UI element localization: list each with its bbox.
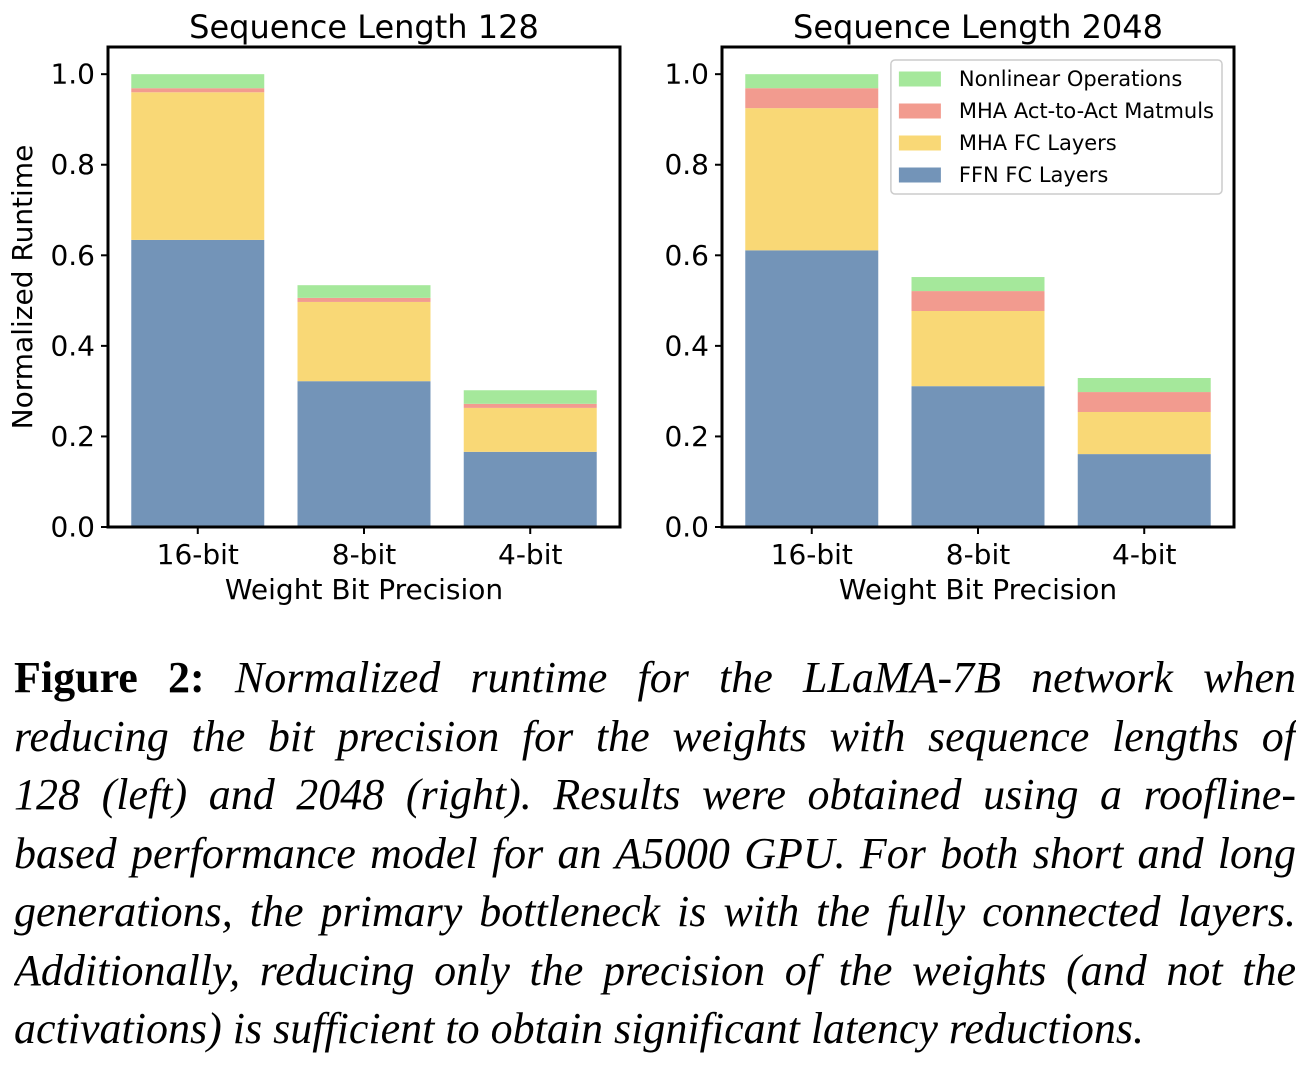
bar-8-bit-mha-fc-layers (297, 301, 431, 382)
bar-4-bit-nonlinear-operations (1077, 378, 1211, 393)
y-tick-label: 0.6 (50, 239, 95, 272)
caption-line: reducing the bit precision for the weigh… (14, 711, 1296, 761)
bar-8-bit-mha-fc-layers (911, 311, 1045, 387)
legend-item-nonlinear-operations: Nonlinear Operations (898, 67, 1182, 91)
x-tick-label: 8-bit (332, 538, 396, 571)
bar-4-bit-mha-fc-layers (1077, 411, 1211, 455)
y-tick-label: 0.6 (664, 239, 709, 272)
caption-line: generations, the primary bottleneck is w… (14, 887, 1296, 936)
x-tick-label: 8-bit (946, 538, 1010, 571)
x-tick-label: 16-bit (771, 538, 853, 571)
caption-line: 128 (left) and 2048 (right). Results wer… (14, 770, 1296, 819)
bar-16-bit-nonlinear-operations (745, 74, 879, 89)
chart-title: Sequence Length 2048 (793, 8, 1163, 46)
y-tick-label: 0.4 (664, 329, 709, 362)
bar-16-bit-mha-act-to-act-matmuls (745, 88, 879, 109)
legend-label: MHA Act-to-Act Matmuls (959, 99, 1214, 123)
x-axis-label: Weight Bit Precision (839, 573, 1117, 606)
bar-16-bit-mha-act-to-act-matmuls (131, 88, 265, 93)
caption-line: Figure 2: Normalized runtime for the LLa… (14, 649, 1296, 708)
bar-4-bit-ffn-fc-layers (1077, 454, 1211, 527)
y-tick-label: 0.8 (664, 148, 709, 181)
legend-item-ffn-fc-layers: FFN FC Layers (898, 163, 1108, 187)
legend-swatch (898, 103, 941, 119)
bar-16-bit-mha-fc-layers (131, 92, 265, 240)
legend: Nonlinear Operations MHA Act-to-Act Matmu… (890, 59, 1223, 195)
legend-label: FFN FC Layers (959, 163, 1108, 187)
bar-16-bit-mha-fc-layers (745, 108, 879, 251)
y-tick-label: 0.2 (50, 420, 95, 453)
legend-item-mha-fc-layers: MHA FC Layers (898, 131, 1117, 155)
bar-16-bit-nonlinear-operations (131, 74, 265, 89)
bar-4-bit-nonlinear-operations (463, 390, 597, 404)
legend-swatch (898, 135, 941, 151)
bar-4-bit-mha-fc-layers (463, 407, 597, 452)
y-axis-label: Normalized Runtime (6, 145, 39, 430)
y-tick-label: 0.2 (664, 420, 709, 453)
bar-16-bit-ffn-fc-layers (131, 239, 265, 528)
y-tick-label: 1.0 (664, 58, 709, 91)
chart-right: 0.0 0.2 0.4 0.6 0.8 1.0 16-bit 8-bit 4-bit Sequen… (664, 8, 1236, 606)
bar-8-bit-mha-act-to-act-matmuls (911, 291, 1045, 311)
bar-4-bit-mha-act-to-act-matmuls (1077, 392, 1211, 412)
legend-box (890, 59, 1223, 195)
legend-swatch (898, 71, 941, 87)
x-axis-label: Weight Bit Precision (225, 573, 503, 606)
chart-title: Sequence Length 128 (189, 8, 539, 46)
bar-4-bit-mha-act-to-act-matmuls (463, 403, 597, 408)
x-tick-label: 4-bit (498, 538, 562, 571)
bar-8-bit-ffn-fc-layers (297, 381, 431, 527)
bar-16-bit-ffn-fc-layers (745, 250, 879, 528)
bar-8-bit-nonlinear-operations (911, 277, 1045, 292)
bar-8-bit-nonlinear-operations (297, 285, 431, 298)
x-tick-label: 16-bit (157, 538, 239, 571)
y-tick-label: 0.0 (664, 511, 709, 544)
legend-swatch (898, 167, 941, 183)
y-tick-label: 0.0 (50, 511, 95, 544)
bar-8-bit-mha-act-to-act-matmuls (297, 297, 431, 302)
figure-charts: 0.0 0.2 0.4 0.6 0.8 1.0 16-bit 8-bit 4-bit Sequen… (6, 8, 1236, 606)
caption-label: Figure 2: (14, 653, 205, 702)
legend-item-mha-act-to-act-matmuls: MHA Act-to-Act Matmuls (898, 99, 1214, 123)
legend-label: MHA FC Layers (959, 131, 1117, 155)
y-tick-label: 1.0 (50, 58, 95, 91)
caption-line: activations) is sufficient to obtain sig… (14, 1004, 1144, 1053)
legend-label: Nonlinear Operations (959, 67, 1182, 91)
figure-caption: Figure 2: Normalized runtime for the LLa… (14, 649, 1296, 1059)
bar-8-bit-ffn-fc-layers (911, 386, 1045, 527)
caption-line: Additionally, reducing only the precisio… (14, 945, 1296, 995)
x-tick-label: 4-bit (1112, 538, 1176, 571)
y-tick-label: 0.4 (50, 329, 95, 362)
caption-text: Normalized runtime for the LLaMA-7B netw… (234, 653, 1296, 702)
chart-left: 0.0 0.2 0.4 0.6 0.8 1.0 16-bit 8-bit 4-bit Sequen… (6, 8, 622, 606)
bar-4-bit-ffn-fc-layers (463, 451, 597, 527)
y-tick-label: 0.8 (50, 148, 95, 181)
caption-line: based performance model for an A5000 GPU… (14, 828, 1296, 878)
